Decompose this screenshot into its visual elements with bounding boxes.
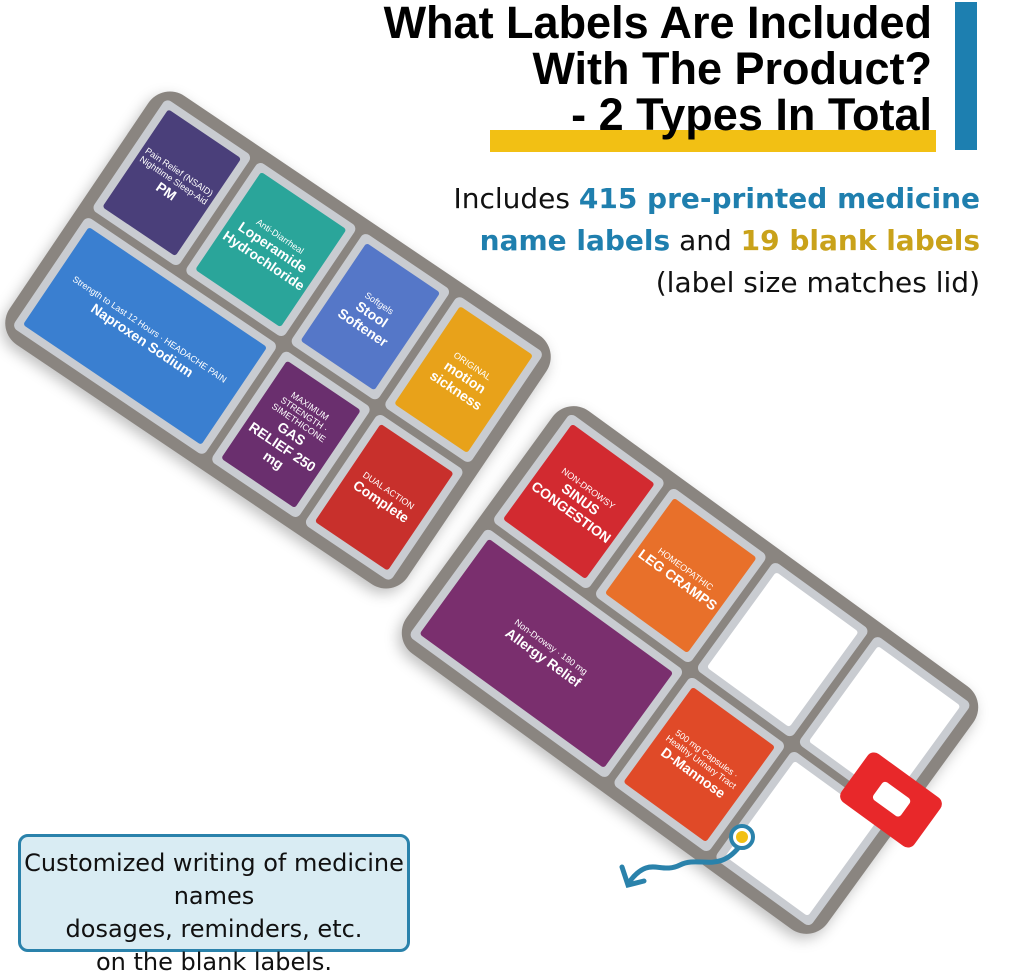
preprinted-count: 415 pre-printed medicine — [578, 182, 980, 215]
title-line: With The Product? — [532, 43, 932, 94]
subtitle-and: and — [670, 224, 741, 257]
preprinted-count-2: name labels — [479, 224, 671, 257]
title-line: - 2 Types In Total — [571, 89, 932, 140]
label-subtext: Pain Relief (NSAID) Nighttime Sleep-Aid — [137, 145, 215, 207]
subtitle: Includes 415 pre-printed medicine name l… — [453, 178, 980, 304]
label-subtext: Strength to Last 12 Hours · HEADACHE PAI… — [70, 273, 229, 385]
label-name: Naproxen Sodium — [88, 300, 197, 381]
callout-line: on the blank labels. — [95, 948, 333, 976]
title-line: What Labels Are Included — [383, 0, 932, 48]
callout-line: Customized writing of medicine names — [24, 849, 404, 910]
page-title: What Labels Are Included With The Produc… — [384, 0, 932, 138]
subtitle-note: (label size matches lid) — [655, 266, 980, 299]
blue-accent-bar — [955, 2, 977, 150]
blank-count: 19 blank labels — [740, 224, 980, 257]
callout-box: Customized writing of medicine names dos… — [18, 834, 410, 976]
pointer-arrow-icon — [619, 824, 755, 888]
callout-line: dosages, reminders, etc. — [65, 915, 363, 943]
subtitle-prefix: Includes — [453, 182, 579, 215]
yellow-highlight — [490, 130, 936, 152]
